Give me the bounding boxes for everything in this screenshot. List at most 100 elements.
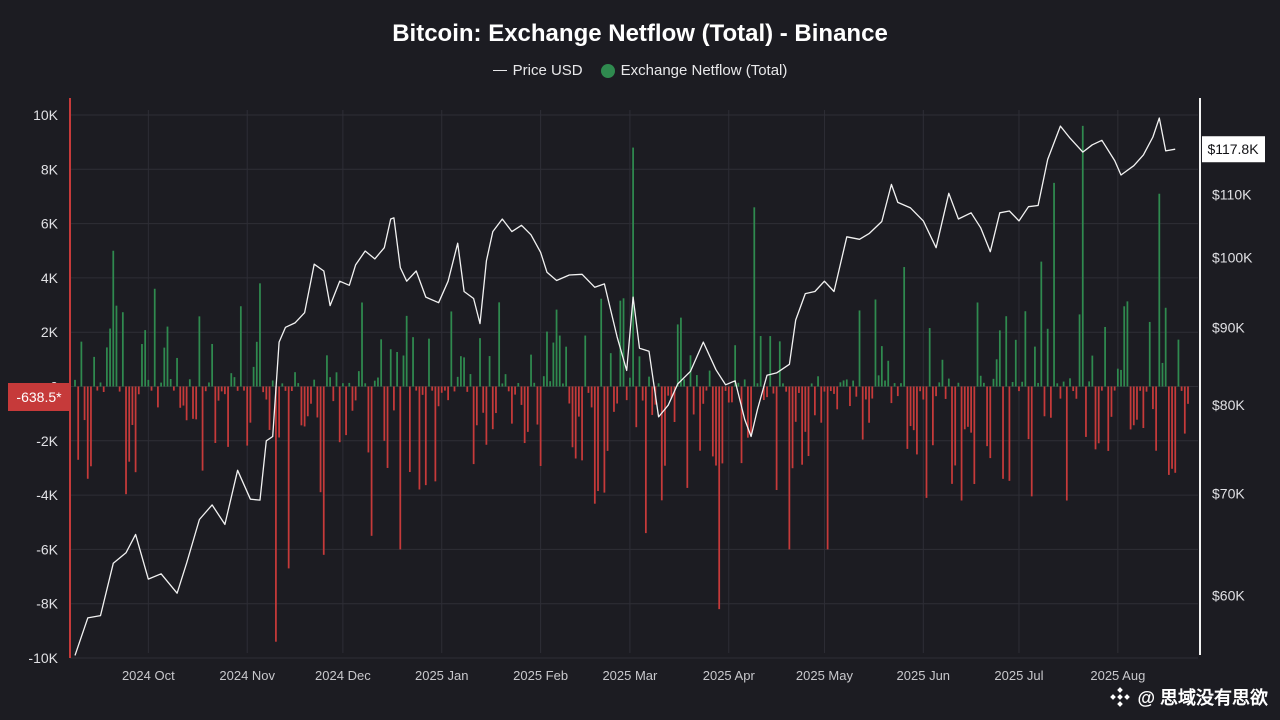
netflow-bar[interactable] [182, 386, 185, 406]
netflow-bar[interactable] [134, 386, 137, 473]
netflow-bar[interactable] [262, 386, 265, 393]
netflow-bar[interactable] [562, 383, 564, 387]
netflow-bar[interactable] [1113, 386, 1116, 391]
netflow-bar[interactable] [960, 386, 963, 501]
netflow-bar[interactable] [1002, 386, 1004, 479]
netflow-bar[interactable] [128, 386, 131, 462]
netflow-bar[interactable] [169, 379, 172, 387]
netflow-bar[interactable] [829, 386, 832, 392]
netflow-bar[interactable] [833, 386, 835, 394]
netflow-bar[interactable] [683, 379, 685, 387]
netflow-bar[interactable] [919, 386, 921, 392]
netflow-bar[interactable] [284, 386, 287, 391]
netflow-bar[interactable] [306, 386, 309, 417]
netflow-bar[interactable] [166, 326, 169, 387]
netflow-bar[interactable] [342, 383, 344, 387]
netflow-bar[interactable] [533, 382, 536, 387]
netflow-bar[interactable] [418, 386, 421, 490]
netflow-bar[interactable] [813, 386, 816, 416]
netflow-bar[interactable] [86, 386, 89, 479]
netflow-bar[interactable] [412, 337, 414, 387]
netflow-bar[interactable] [211, 343, 214, 387]
netflow-bar[interactable] [740, 386, 743, 464]
netflow-bar[interactable] [852, 380, 855, 387]
netflow-bar[interactable] [1005, 316, 1008, 387]
netflow-bar[interactable] [1167, 386, 1170, 475]
netflow-bar[interactable] [699, 386, 701, 451]
netflow-bar[interactable] [1085, 386, 1087, 437]
netflow-bar[interactable] [437, 386, 440, 407]
netflow-bar[interactable] [839, 382, 842, 387]
netflow-bar[interactable] [300, 386, 303, 426]
netflow-bar[interactable] [753, 207, 756, 387]
netflow-bar[interactable] [1053, 182, 1055, 387]
netflow-bar[interactable] [635, 386, 638, 428]
netflow-bar[interactable] [501, 383, 504, 387]
netflow-bar[interactable] [778, 341, 781, 387]
netflow-bar[interactable] [638, 356, 641, 387]
netflow-bar[interactable] [246, 386, 249, 446]
netflow-bar[interactable] [255, 341, 258, 387]
netflow-bar[interactable] [275, 386, 277, 642]
netflow-bar[interactable] [408, 386, 411, 473]
netflow-bar[interactable] [121, 312, 124, 387]
netflow-bar[interactable] [402, 355, 405, 387]
netflow-bar[interactable] [798, 386, 800, 393]
netflow-bar[interactable] [963, 386, 966, 430]
netflow-bar[interactable] [539, 386, 542, 466]
price-line[interactable] [74, 117, 1176, 656]
netflow-bar[interactable] [485, 386, 488, 445]
netflow-bar[interactable] [236, 386, 239, 391]
netflow-bar[interactable] [616, 386, 619, 404]
netflow-bar[interactable] [434, 386, 437, 482]
netflow-bar[interactable] [227, 386, 229, 447]
netflow-bar[interactable] [361, 302, 363, 387]
netflow-bar[interactable] [329, 377, 332, 387]
netflow-bar[interactable] [479, 338, 481, 387]
netflow-bar[interactable] [450, 311, 453, 387]
netflow-bar[interactable] [1034, 346, 1036, 387]
netflow-bar[interactable] [224, 386, 226, 395]
netflow-bar[interactable] [660, 386, 663, 501]
netflow-bar[interactable] [574, 386, 577, 459]
netflow-bar[interactable] [759, 336, 762, 387]
netflow-bar[interactable] [762, 386, 765, 401]
netflow-bar[interactable] [514, 386, 516, 395]
netflow-bar[interactable] [542, 376, 545, 387]
netflow-bar[interactable] [995, 359, 998, 387]
netflow-bar[interactable] [651, 386, 654, 415]
netflow-bar[interactable] [807, 386, 810, 457]
netflow-bar[interactable] [983, 382, 985, 387]
netflow-bar[interactable] [756, 383, 759, 387]
netflow-bar[interactable] [367, 386, 370, 453]
netflow-bar[interactable] [1043, 386, 1046, 417]
netflow-bar[interactable] [1148, 321, 1151, 387]
netflow-bar[interactable] [482, 386, 485, 413]
netflow-bar[interactable] [858, 310, 861, 387]
netflow-bar[interactable] [772, 386, 775, 394]
netflow-bar[interactable] [310, 386, 312, 404]
netflow-bar[interactable] [243, 386, 245, 391]
netflow-bar[interactable] [1107, 386, 1110, 451]
netflow-bar[interactable] [912, 386, 915, 431]
netflow-bar[interactable] [571, 386, 574, 448]
netflow-bar[interactable] [1018, 386, 1020, 392]
netflow-bar[interactable] [868, 386, 870, 423]
netflow-bar[interactable] [625, 386, 628, 401]
netflow-bar[interactable] [204, 386, 207, 392]
netflow-bar[interactable] [1177, 339, 1180, 387]
netflow-bar[interactable] [335, 372, 338, 387]
netflow-bar[interactable] [552, 342, 555, 387]
netflow-bar[interactable] [1139, 386, 1142, 391]
netflow-bar[interactable] [453, 386, 456, 392]
netflow-bar[interactable] [456, 376, 459, 387]
netflow-bar[interactable] [125, 386, 127, 495]
netflow-bar[interactable] [941, 359, 944, 387]
netflow-bar[interactable] [239, 306, 242, 387]
netflow-bar[interactable] [460, 356, 462, 387]
netflow-bar[interactable] [504, 374, 507, 387]
netflow-bar[interactable] [99, 382, 102, 387]
netflow-bar[interactable] [1161, 362, 1164, 387]
netflow-bar[interactable] [150, 386, 153, 391]
